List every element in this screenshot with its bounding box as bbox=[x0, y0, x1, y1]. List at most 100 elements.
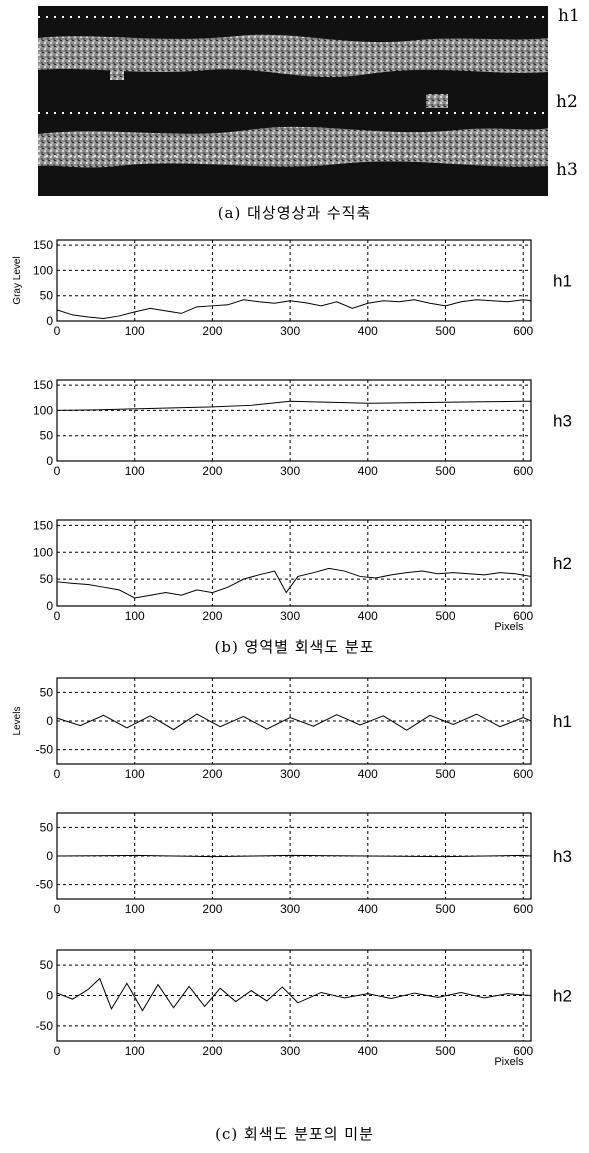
plot-frame bbox=[56, 519, 532, 607]
chart-b-h1: 0 100 200 300 400 500 600 0 50 100 150 Gray Level h1 bbox=[0, 232, 589, 347]
image-label-h1: h1 bbox=[558, 6, 580, 26]
x-tick-label: 100 bbox=[125, 464, 145, 478]
panel-side-label: h2 bbox=[553, 554, 572, 573]
x-tick-label: 100 bbox=[125, 1044, 145, 1058]
y-tick-label: 0 bbox=[46, 714, 53, 728]
y-tick-label: 0 bbox=[46, 314, 53, 328]
y-tick-label: 50 bbox=[40, 958, 54, 972]
x-tick-label: 200 bbox=[202, 767, 222, 781]
x-tick-label: 300 bbox=[280, 902, 300, 916]
x-tick-label: 300 bbox=[280, 767, 300, 781]
x-tick-label: 100 bbox=[125, 767, 145, 781]
x-tick-label: 100 bbox=[125, 609, 145, 623]
caption-a: (a) 대상영상과 수직축 bbox=[217, 204, 372, 222]
x-tick-label: 600 bbox=[513, 324, 533, 338]
x-tick-label: 200 bbox=[202, 902, 222, 916]
x-tick-label: 100 bbox=[125, 902, 145, 916]
panel-side-label: h3 bbox=[553, 412, 572, 431]
y-tick-label: 150 bbox=[33, 378, 53, 392]
series-line bbox=[56, 713, 532, 731]
x-tick-label: 500 bbox=[436, 609, 456, 623]
x-tick-label: 0 bbox=[54, 902, 61, 916]
x-tick-label: 400 bbox=[358, 902, 378, 916]
x-tick-label: 200 bbox=[202, 1044, 222, 1058]
chart-c-h3: 0 100 200 300 400 500 600 -50 0 50 h3 bbox=[0, 805, 589, 925]
plot-frame bbox=[56, 379, 532, 462]
x-tick-label: 600 bbox=[513, 609, 533, 623]
chart-b-h1-svg: 0 100 200 300 400 500 600 0 50 100 150 Gray Level h1 bbox=[12, 238, 572, 338]
y-tick-label: -50 bbox=[36, 743, 54, 757]
y-tick-label: 50 bbox=[40, 572, 54, 586]
x-tick-label: 300 bbox=[280, 464, 300, 478]
image-label-h3: h3 bbox=[556, 160, 578, 180]
x-axis-label: Pixels bbox=[494, 621, 524, 632]
y-tick-label: 0 bbox=[46, 989, 53, 1003]
x-tick-label: 200 bbox=[202, 609, 222, 623]
chart-b-h2-svg: 0 100 200 300 400 500 600 0 50 100 150 Pixels h2 bbox=[33, 518, 572, 633]
chart-b-h3: 0 100 200 300 400 500 600 0 50 100 150 h3 bbox=[0, 372, 589, 487]
y-tick-label: 50 bbox=[40, 429, 54, 443]
y-tick-label: 150 bbox=[33, 238, 53, 252]
series-line bbox=[56, 299, 532, 319]
x-tick-label: 300 bbox=[280, 324, 300, 338]
y-tick-label: 100 bbox=[33, 403, 53, 417]
x-tick-label: 400 bbox=[358, 609, 378, 623]
x-tick-label: 600 bbox=[513, 1044, 533, 1058]
y-tick-label: 0 bbox=[46, 454, 53, 468]
y-tick-label: 0 bbox=[46, 849, 53, 863]
chart-b-h3-svg: 0 100 200 300 400 500 600 0 50 100 150 h3 bbox=[33, 378, 572, 478]
image-label-h2: h2 bbox=[556, 92, 578, 112]
x-tick-label: 0 bbox=[54, 1044, 61, 1058]
plot-frame bbox=[56, 239, 532, 322]
x-tick-label: 600 bbox=[513, 767, 533, 781]
lower-band bbox=[38, 126, 548, 168]
y-axis-label: Gray Level bbox=[12, 256, 23, 304]
x-tick-label: 400 bbox=[358, 1044, 378, 1058]
y-tick-label: 0 bbox=[46, 599, 53, 613]
x-tick-label: 300 bbox=[280, 1044, 300, 1058]
series-line bbox=[56, 567, 532, 599]
series-line bbox=[56, 400, 531, 411]
x-axis-label: Pixels bbox=[494, 1056, 524, 1067]
panel-side-label: h3 bbox=[553, 847, 572, 866]
series-line bbox=[56, 854, 532, 858]
x-tick-label: 300 bbox=[280, 609, 300, 623]
chart-b-h2: 0 100 200 300 400 500 600 0 50 100 150 Pixels h2 bbox=[0, 512, 589, 633]
x-tick-label: 500 bbox=[436, 464, 456, 478]
y-tick-label: -50 bbox=[36, 1019, 54, 1033]
y-tick-label: 50 bbox=[40, 685, 54, 699]
caption-c: (c) 회색도 분포의 미분 bbox=[215, 1125, 374, 1143]
y-tick-label: 150 bbox=[33, 518, 53, 532]
x-tick-label: 200 bbox=[202, 324, 222, 338]
x-tick-label: 600 bbox=[513, 464, 533, 478]
upper-band bbox=[38, 34, 548, 78]
x-tick-label: 400 bbox=[358, 767, 378, 781]
x-tick-label: 0 bbox=[54, 609, 61, 623]
x-tick-label: 400 bbox=[358, 464, 378, 478]
panel-side-label: h2 bbox=[553, 987, 572, 1006]
x-tick-label: 100 bbox=[125, 324, 145, 338]
series-line bbox=[56, 977, 532, 1012]
x-tick-label: 0 bbox=[54, 464, 61, 478]
target-image bbox=[38, 6, 548, 196]
chart-c-h1: 0 100 200 300 400 500 600 -50 0 50 Levels h1 bbox=[0, 670, 589, 790]
x-tick-label: 0 bbox=[54, 767, 61, 781]
y-tick-label: 100 bbox=[33, 263, 53, 277]
x-tick-label: 500 bbox=[436, 902, 456, 916]
panel-side-label: h1 bbox=[553, 272, 572, 291]
x-tick-label: 600 bbox=[513, 902, 533, 916]
x-tick-label: 400 bbox=[358, 324, 378, 338]
y-axis-label: Levels bbox=[12, 707, 23, 736]
x-tick-label: 200 bbox=[202, 464, 222, 478]
x-tick-label: 0 bbox=[54, 324, 61, 338]
y-tick-label: 50 bbox=[40, 820, 54, 834]
y-tick-label: -50 bbox=[36, 878, 54, 892]
x-tick-label: 500 bbox=[436, 324, 456, 338]
chart-c-h2: 0 100 200 300 400 500 600 -50 0 50 Pixels h2 bbox=[0, 942, 589, 1068]
target-image-graphic bbox=[38, 6, 548, 196]
y-tick-label: 100 bbox=[33, 545, 53, 559]
y-tick-label: 50 bbox=[40, 289, 54, 303]
